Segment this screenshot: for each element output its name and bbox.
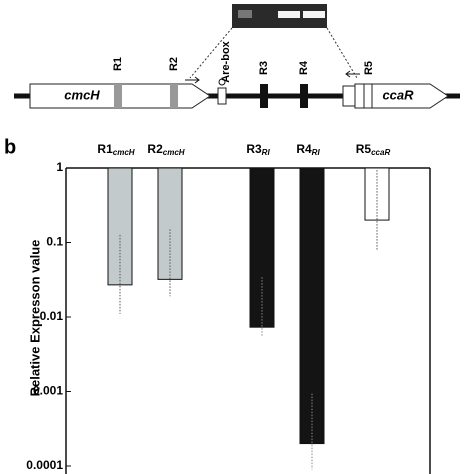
zoom-line [189,27,233,79]
region [300,84,308,108]
category-name: R3 [246,142,262,156]
bar [299,167,325,445]
y-tick-label: 0.001 [33,384,63,398]
are-box-label: Are-box [220,40,232,82]
category-subscript: cmcH [163,148,185,157]
y-tick-label: 0.1 [46,235,63,249]
gene-label: ccaR [382,87,414,102]
gel-band [238,10,252,18]
region [260,84,268,108]
category-subscript: RI [312,148,321,157]
bar [249,167,275,328]
x-tick-label: R5ccaR [356,142,391,157]
y-tick-label: 0.01 [40,309,64,323]
zoom-line [326,27,358,79]
y-tick-label: 0.0001 [26,458,63,472]
region [363,83,373,109]
region-label: R2 [168,57,180,71]
category-subscript: ccaR [371,148,390,157]
region [170,84,178,108]
region [114,84,122,108]
primer-arrow [185,76,200,84]
primer-arrow [345,70,360,78]
x-tick-label: R3RI [246,142,270,157]
category-name: R2 [147,142,163,156]
gene-label: cmcH [64,87,100,102]
panel-label: b [4,136,16,158]
region-label: R3 [258,61,270,75]
bar [107,167,133,286]
y-tick-label: 1 [56,160,63,174]
category-name: R4 [296,142,312,156]
category-name: R1 [97,142,113,156]
gel-band [278,11,300,18]
x-tick-label: R1cmcH [97,142,134,157]
x-tick-label: R4RI [296,142,320,157]
region-label: R5 [363,61,375,75]
region-label: R1 [112,57,124,71]
are-box [217,87,227,105]
category-subscript: cmcH [113,148,135,157]
gel-band [303,11,325,18]
y-axis-label: Relative Expresson value [27,240,42,397]
region-label: R4 [298,60,310,75]
category-subscript: RI [262,148,271,157]
gene-box [342,85,356,107]
category-name: R5 [356,142,372,156]
x-tick-label: R2cmcH [147,142,184,157]
marker [218,78,226,86]
